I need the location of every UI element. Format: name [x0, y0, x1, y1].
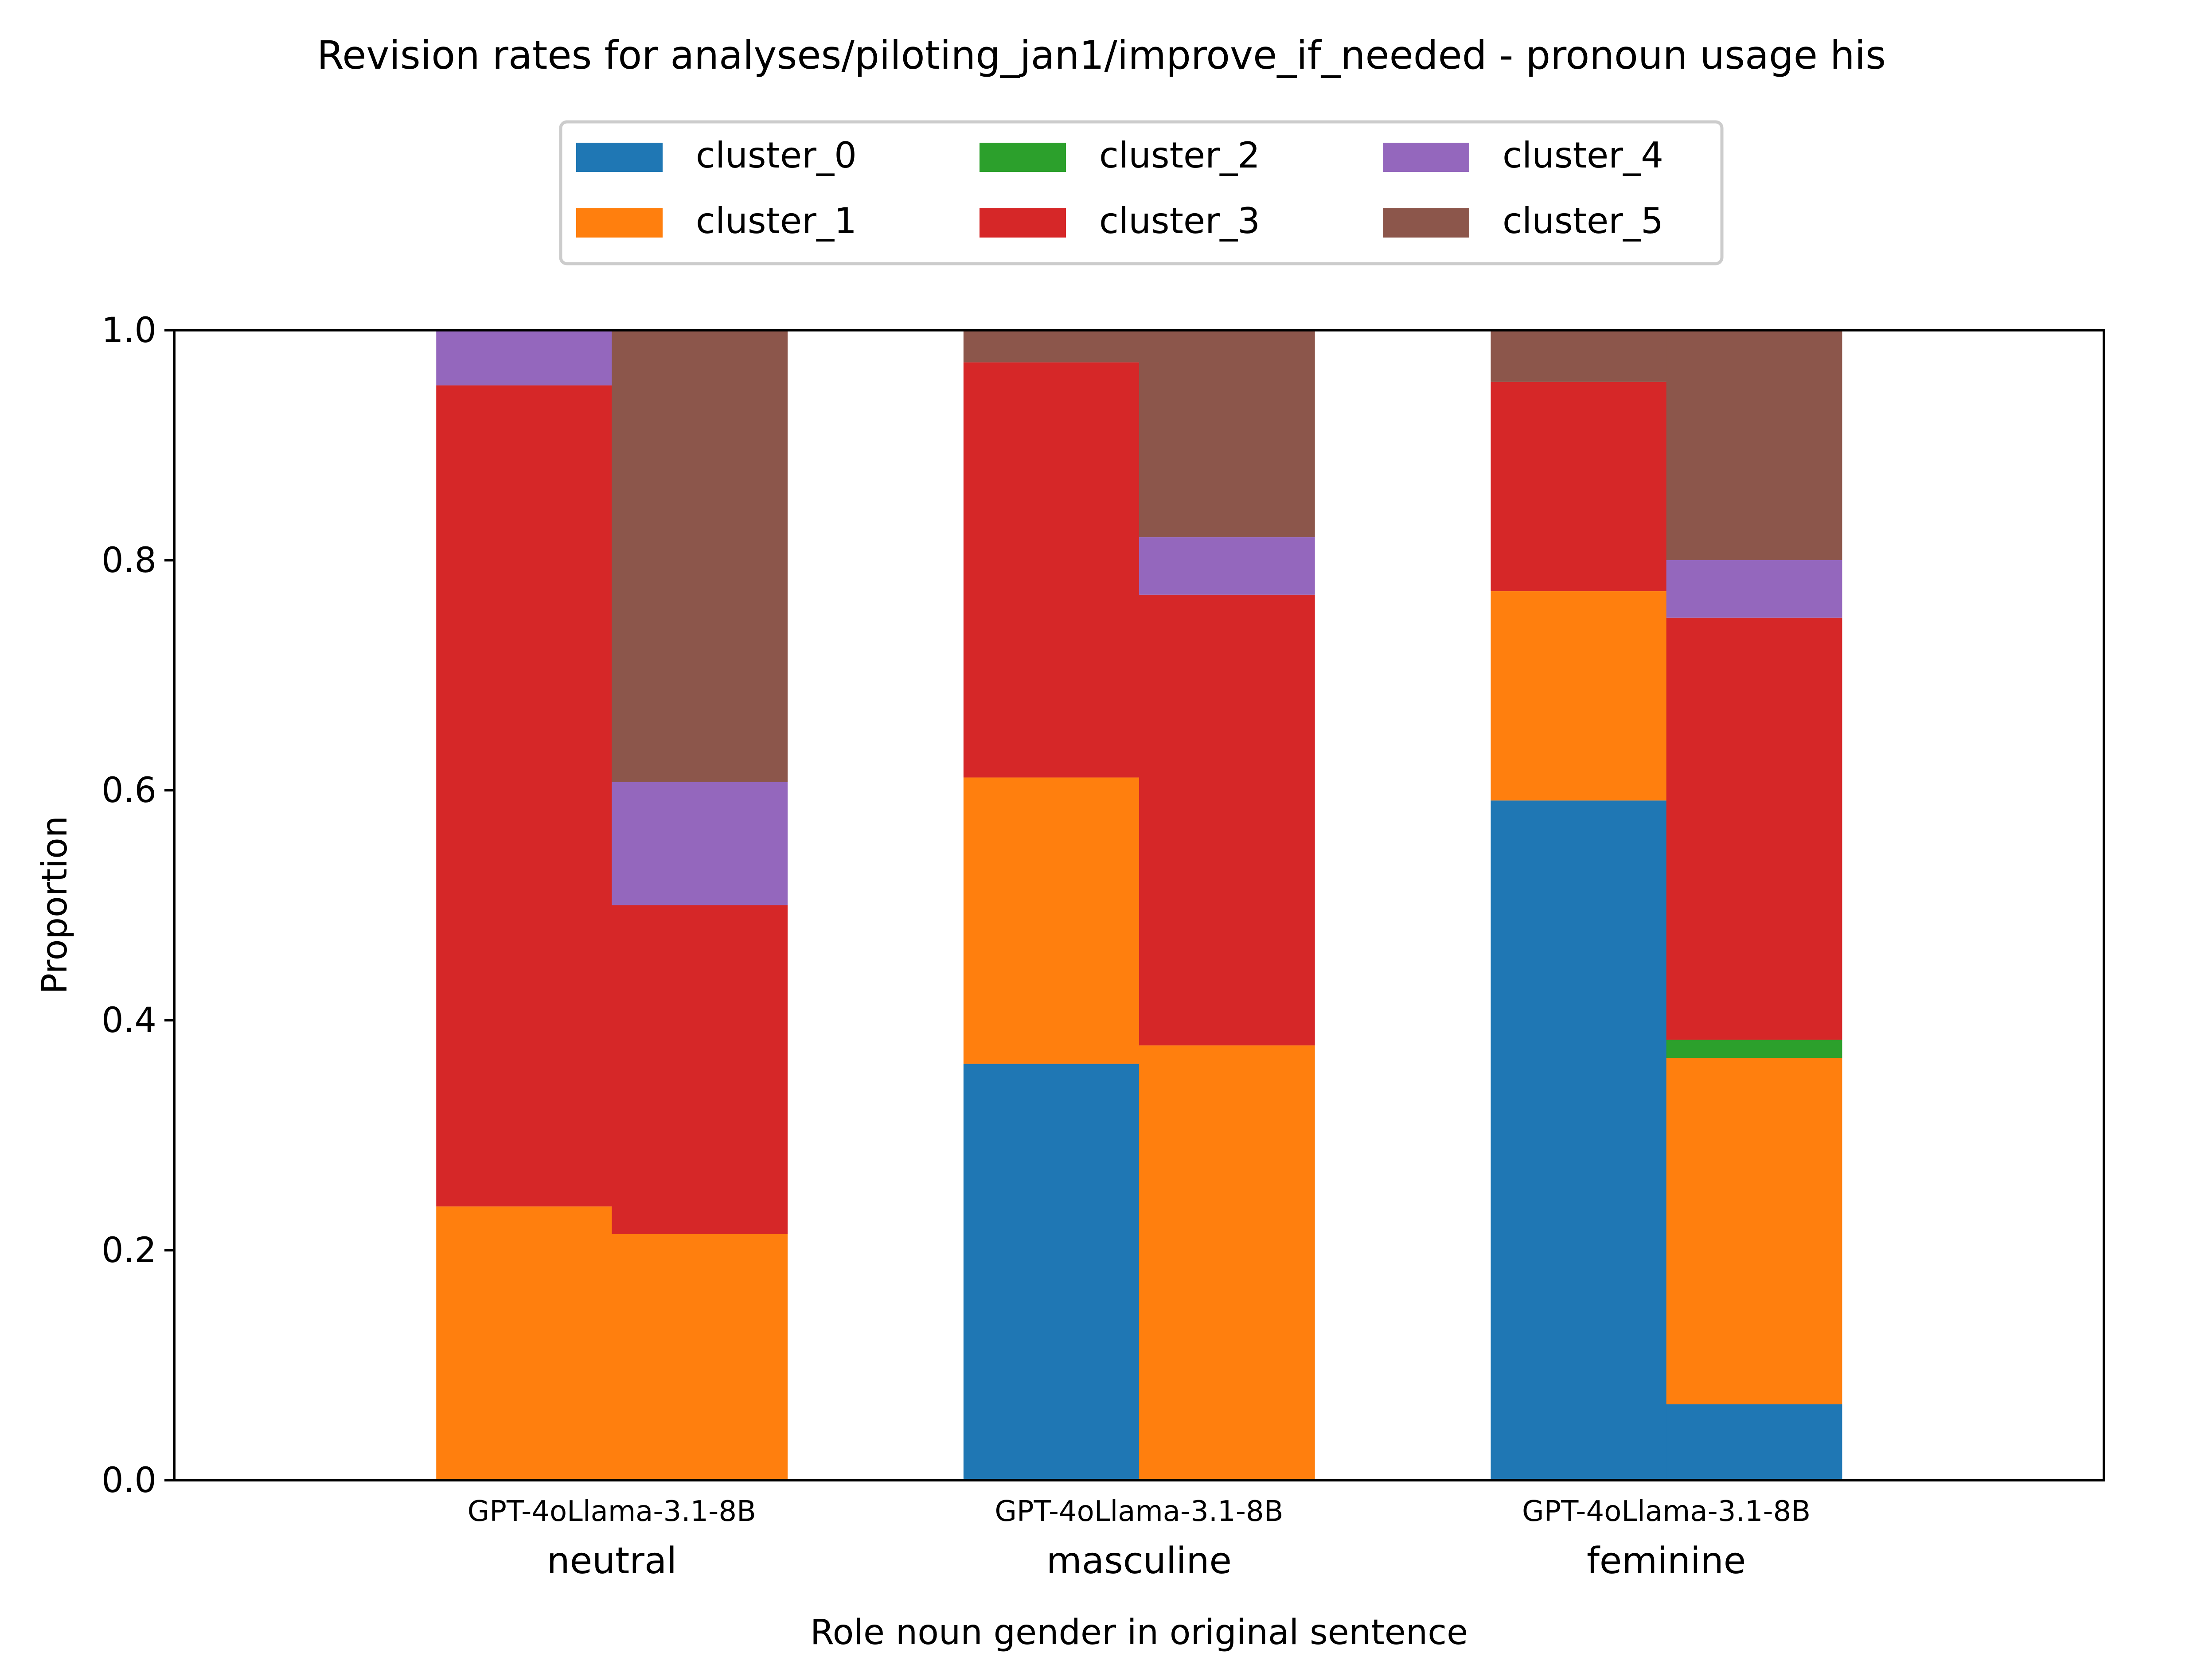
- y-tick-label: 0.6: [101, 771, 156, 811]
- bar-segment-cluster_1-masculine-Llama-3.1-8B: [1139, 1045, 1315, 1480]
- x-axis: GPT-4oLlama-3.1-8B neutral GPT-4oLlama-3.1…: [468, 1495, 1811, 1582]
- bar-segment-cluster_5-feminine-Llama-3.1-8B: [1666, 330, 1842, 560]
- legend-label-cluster_5: cluster_5: [1503, 200, 1663, 242]
- x-group-label: feminine: [1587, 1540, 1746, 1582]
- bar-segment-cluster_1-feminine-GPT-4o: [1491, 591, 1667, 801]
- bar-segment-cluster_3-neutral-GPT-4o: [436, 385, 612, 1207]
- plot-frame: [173, 329, 2105, 1481]
- legend-label-cluster_0: cluster_0: [696, 135, 857, 176]
- legend-swatch-cluster_4: [1383, 143, 1469, 172]
- legend-swatch-cluster_0: [576, 143, 663, 172]
- bar-segment-cluster_4-neutral-GPT-4o: [436, 330, 612, 386]
- legend-swatch-cluster_2: [980, 143, 1066, 172]
- bar-segment-cluster_1-neutral-Llama-3.1-8B: [612, 1234, 788, 1480]
- bar-segment-cluster_1-feminine-Llama-3.1-8B: [1666, 1058, 1842, 1404]
- bars-layer: [436, 330, 1842, 1480]
- legend-swatch-cluster_1: [576, 208, 663, 238]
- legend-label-cluster_2: cluster_2: [1099, 135, 1260, 176]
- legend: cluster_0 cluster_1 cluster_2 cluster_3 clus…: [559, 120, 1724, 265]
- x-axis-label: Role noun gender in original sentence: [810, 1613, 1468, 1653]
- y-tick-label: 1.0: [101, 311, 156, 351]
- bar-segment-cluster_3-feminine-Llama-3.1-8B: [1666, 617, 1842, 1040]
- x-model-labels: GPT-4oLlama-3.1-8B: [1522, 1495, 1811, 1528]
- bar-segment-cluster_1-masculine-GPT-4o: [963, 777, 1140, 1064]
- y-axis-label: Proportion: [35, 816, 75, 994]
- bar-segment-cluster_2-feminine-Llama-3.1-8B: [1666, 1040, 1842, 1058]
- legend-swatch-cluster_5: [1383, 208, 1469, 238]
- legend-swatch-cluster_3: [980, 208, 1066, 238]
- y-tick-label: 0.8: [101, 541, 156, 581]
- bar-segment-cluster_0-feminine-Llama-3.1-8B: [1666, 1404, 1842, 1480]
- bar-segment-cluster_4-feminine-Llama-3.1-8B: [1666, 560, 1842, 618]
- bar-segment-cluster_1-neutral-GPT-4o: [436, 1206, 612, 1480]
- legend-label-cluster_4: cluster_4: [1503, 135, 1663, 176]
- x-model-labels: GPT-4oLlama-3.1-8B: [995, 1495, 1283, 1528]
- y-tick-label: 0.4: [101, 1001, 156, 1041]
- y-tick-label: 0.2: [101, 1231, 156, 1271]
- bar-segment-cluster_0-masculine-GPT-4o: [963, 1064, 1140, 1480]
- bar-segment-cluster_3-feminine-GPT-4o: [1491, 382, 1667, 592]
- legend-label-cluster_1: cluster_1: [696, 200, 857, 242]
- chart-title: Revision rates for analyses/piloting_jan…: [317, 32, 1886, 78]
- bar-segment-cluster_4-masculine-Llama-3.1-8B: [1139, 537, 1315, 595]
- x-group-label: neutral: [547, 1540, 677, 1582]
- bar-segment-cluster_5-masculine-GPT-4o: [963, 330, 1140, 363]
- x-model-labels: GPT-4oLlama-3.1-8B: [468, 1495, 756, 1528]
- y-tick-label: 0.0: [101, 1461, 156, 1501]
- bar-segment-cluster_3-masculine-Llama-3.1-8B: [1139, 594, 1315, 1046]
- x-group-label: masculine: [1046, 1540, 1232, 1582]
- y-axis: 0.0 0.2 0.4 0.6 0.8 1.0: [101, 311, 174, 1501]
- legend-label-cluster_3: cluster_3: [1099, 200, 1260, 242]
- bar-segment-cluster_5-feminine-GPT-4o: [1491, 330, 1667, 382]
- bar-segment-cluster_3-masculine-GPT-4o: [963, 362, 1140, 778]
- bar-segment-cluster_3-neutral-Llama-3.1-8B: [612, 905, 788, 1234]
- bar-segment-cluster_0-feminine-GPT-4o: [1491, 800, 1667, 1480]
- bar-segment-cluster_4-neutral-Llama-3.1-8B: [612, 782, 788, 905]
- bar-segment-cluster_5-neutral-Llama-3.1-8B: [612, 330, 788, 782]
- bar-segment-cluster_5-masculine-Llama-3.1-8B: [1139, 330, 1315, 538]
